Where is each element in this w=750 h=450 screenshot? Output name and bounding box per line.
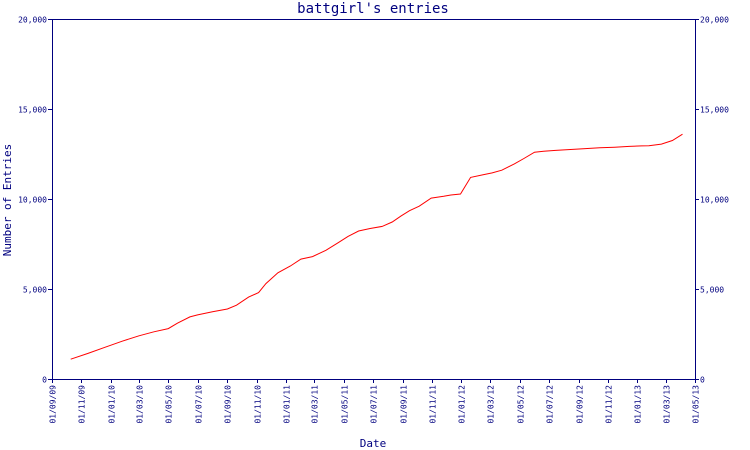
x-tick-label: 01/03/11: [311, 385, 320, 424]
x-tick-label: 01/11/11: [429, 385, 438, 424]
x-tick-label: 01/05/13: [692, 385, 701, 424]
y-tick-label-right: 10,000: [700, 196, 729, 205]
x-tick-label: 01/05/11: [341, 385, 350, 424]
y-tick-label: 15,000: [18, 106, 47, 115]
chart-title: battgirl's entries: [297, 1, 449, 17]
x-tick-label: 01/03/12: [487, 385, 496, 424]
y-tick-label: 5,000: [23, 286, 47, 295]
series-line: [70, 133, 683, 360]
x-tick-label: 01/01/10: [108, 385, 117, 424]
y-tick-label: 10,000: [18, 196, 47, 205]
plot-frame: [52, 19, 696, 380]
x-tick-label: 01/05/10: [165, 385, 174, 424]
x-tick-label: 01/11/12: [605, 385, 614, 424]
x-tick-label: 01/11/10: [254, 385, 263, 424]
y-tick-label: 20,000: [18, 16, 47, 25]
y-axis-right: 0 5,000 10,000 15,000 20,000: [695, 16, 729, 385]
y-tick-label-right: 20,000: [700, 16, 729, 25]
x-tick-label: 01/03/10: [136, 385, 145, 424]
x-tick-label: 01/07/12: [546, 385, 555, 424]
x-axis: 01/09/09 01/11/09 01/01/10 01/03/10 01/05/10…: [49, 379, 701, 424]
x-tick-label: 01/09/10: [224, 385, 233, 424]
x-axis-label: Date: [360, 437, 387, 450]
x-tick-label: 01/03/13: [663, 385, 672, 424]
x-tick-label: 01/01/11: [283, 385, 292, 424]
x-tick-label: 01/09/09: [49, 385, 58, 424]
x-tick-label: 01/09/12: [576, 385, 585, 424]
x-tick-label: 01/07/11: [370, 385, 379, 424]
x-tick-label: 01/01/13: [634, 385, 643, 424]
x-tick-label: 01/05/12: [517, 385, 526, 424]
y-tick-label-right: 5,000: [700, 286, 724, 295]
y-tick-label-right: 15,000: [700, 106, 729, 115]
x-tick-label: 01/11/09: [78, 385, 87, 424]
y-axis-label: Number of Entries: [1, 144, 14, 257]
y-tick-label: 0: [42, 376, 47, 385]
x-tick-label: 01/07/10: [195, 385, 204, 424]
y-axis-left: 0 5,000 10,000 15,000 20,000: [18, 16, 52, 385]
y-tick-label-right: 0: [700, 376, 705, 385]
x-tick-label: 01/09/11: [400, 385, 409, 424]
x-tick-label: 01/01/12: [458, 385, 467, 424]
